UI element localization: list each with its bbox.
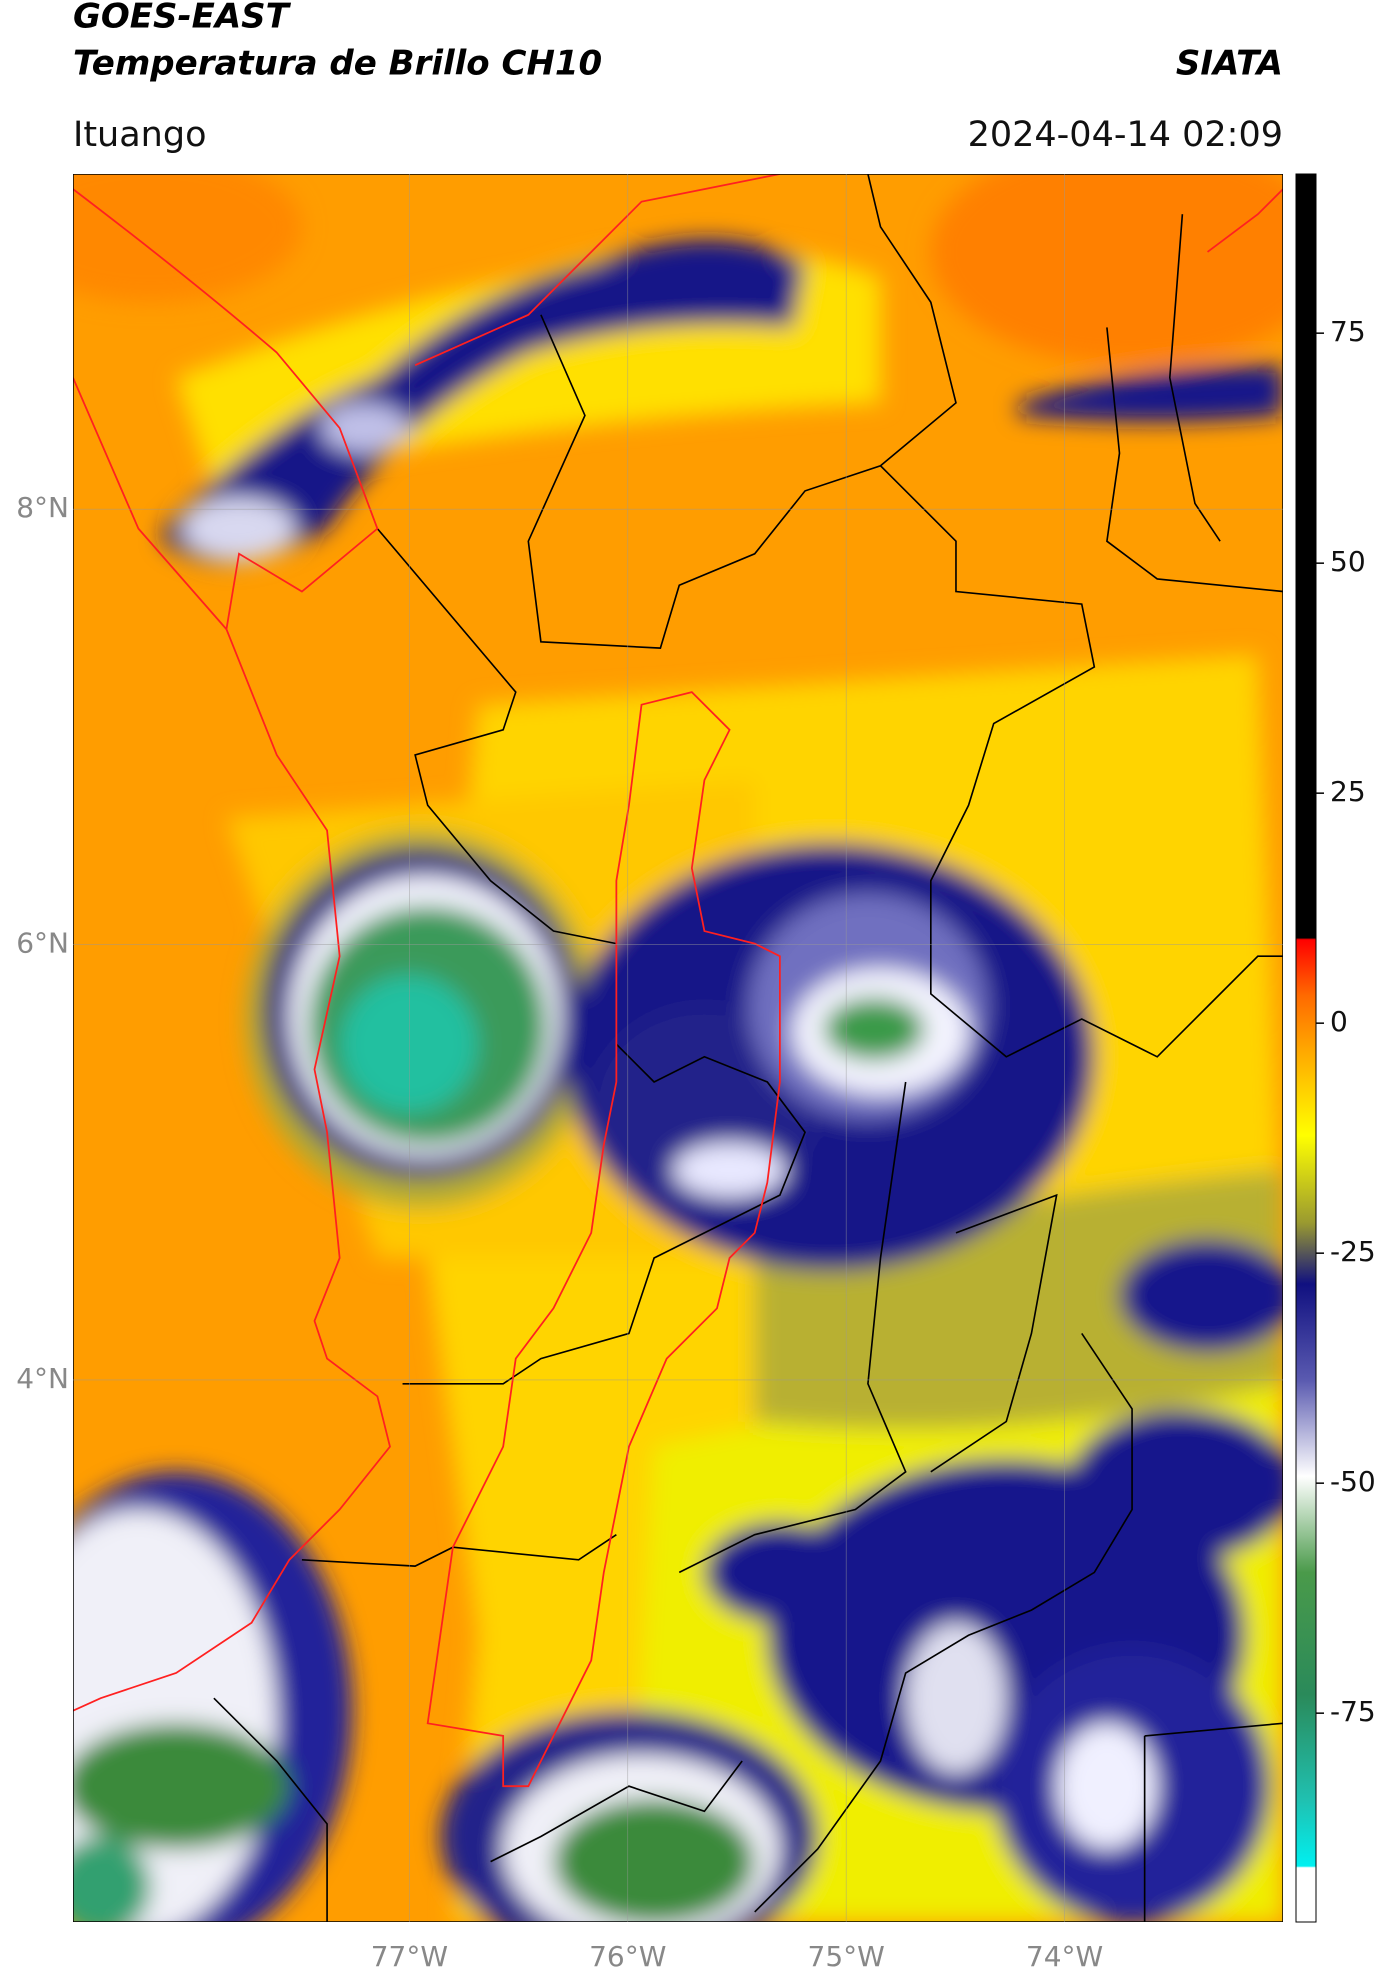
colorbar bbox=[1295, 173, 1317, 1923]
organization: SIATA bbox=[1176, 44, 1283, 84]
colorbar-tick-label: -25 bbox=[1330, 1235, 1376, 1268]
location: Ituango bbox=[73, 115, 207, 155]
colorbar-tick-label: -75 bbox=[1330, 1695, 1376, 1728]
colorbar-tick-label: 25 bbox=[1330, 775, 1366, 808]
lon-tick-label: 76°W bbox=[589, 1940, 666, 1973]
lat-tick-label: 4°N bbox=[16, 1362, 69, 1395]
lon-tick-label: 77°W bbox=[371, 1940, 448, 1973]
colorbar-tick-label: 50 bbox=[1330, 545, 1366, 578]
lat-tick-label: 8°N bbox=[16, 491, 69, 524]
colorbar-tick-label: 0 bbox=[1330, 1005, 1348, 1038]
product-title: Temperatura de Brillo CH10 bbox=[73, 44, 602, 84]
satellite-image bbox=[73, 174, 1283, 1922]
lon-tick-label: 75°W bbox=[808, 1940, 885, 1973]
lon-tick-label: 74°W bbox=[1026, 1940, 1103, 1973]
datetime: 2024-04-14 02:09 bbox=[968, 115, 1283, 155]
colorbar-tick-label: -50 bbox=[1330, 1465, 1376, 1498]
colorbar-tick-label: 75 bbox=[1330, 315, 1366, 348]
lat-tick-label: 6°N bbox=[16, 927, 69, 960]
satellite-title: GOES-EAST bbox=[73, 0, 292, 37]
